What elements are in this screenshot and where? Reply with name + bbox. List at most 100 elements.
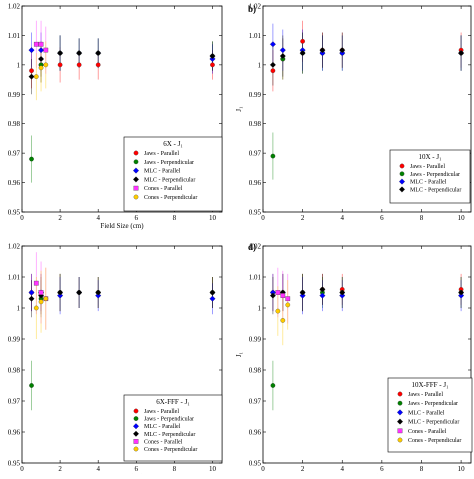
y-tick-label: 0.98 <box>8 367 21 375</box>
y-tick-label: 1.02 <box>8 3 21 11</box>
x-tick-label: 0 <box>20 465 24 473</box>
legend-label: Cones - Perpendicular <box>408 438 461 444</box>
legend-label: MLC - Perpendicular <box>408 420 459 426</box>
x-tick-label: 0 <box>20 214 24 222</box>
legend-label: Jaws - Perpendicular <box>410 172 460 178</box>
data-point <box>29 68 34 74</box>
legend-label: Jaws - Parallel <box>410 164 445 170</box>
x-tick-label: 2 <box>301 465 305 473</box>
data-point <box>270 153 276 159</box>
legend-title: 6X - J₁ <box>163 140 183 148</box>
data-point <box>95 292 102 299</box>
data-point <box>339 289 346 296</box>
x-tick-label: 6 <box>380 214 384 222</box>
x-tick-label: 10 <box>458 214 466 222</box>
data-point <box>38 290 44 295</box>
x-tick-label: 0 <box>261 465 265 473</box>
data-point <box>28 289 35 296</box>
data-point <box>28 47 35 54</box>
data-point <box>270 383 276 388</box>
data-point <box>280 293 286 298</box>
y-tick-label: 0.99 <box>249 91 262 99</box>
data-point <box>339 47 346 54</box>
data-point <box>299 50 306 57</box>
legend-label: Jaws - Perpendicular <box>144 160 194 166</box>
legend-label: MLC - Perpendicular <box>144 177 195 183</box>
data-point <box>209 295 216 302</box>
data-point <box>38 47 45 54</box>
data-point <box>319 286 326 293</box>
y-tick-label: 1.01 <box>249 32 262 40</box>
x-tick-label: 8 <box>173 214 177 222</box>
data-point <box>209 53 216 60</box>
data-point <box>458 289 465 296</box>
legend-label: Jaws - Parallel <box>144 409 179 415</box>
plot-frame <box>21 245 223 464</box>
x-tick-label: 6 <box>135 214 139 222</box>
legend-marker <box>132 430 140 437</box>
x-tick-label: 4 <box>96 214 100 222</box>
data-point <box>76 62 82 68</box>
legend-label: Cones - Parallel <box>144 439 183 445</box>
x-tick-label: 8 <box>420 214 424 222</box>
x-tick-label: 10 <box>209 465 217 473</box>
legend-marker <box>133 159 139 165</box>
y-axis-label: J₁ <box>235 106 243 111</box>
legend-marker <box>399 171 405 177</box>
legend-marker <box>397 428 403 434</box>
data-point <box>95 289 102 296</box>
data-point <box>299 292 306 299</box>
x-tick-label: 8 <box>420 465 424 473</box>
y-tick-label: 0.99 <box>8 336 21 344</box>
legend-label: Jaws - Perpendicular <box>144 417 194 423</box>
legend-marker <box>398 178 406 185</box>
legend-marker <box>396 409 404 416</box>
legend-marker <box>133 408 139 414</box>
x-tick-label: 4 <box>96 465 100 473</box>
x-axis-label: Field Size (cm) <box>100 222 144 230</box>
legend-label: MLC - Perpendicular <box>410 187 461 193</box>
y-tick-label: 1.01 <box>249 274 262 282</box>
panel-letter: d) <box>248 242 256 252</box>
legend-title: 10X-FFF - J₁ <box>411 381 448 389</box>
legend-box <box>123 394 223 462</box>
y-tick-label: 0.97 <box>8 398 21 406</box>
legend-marker <box>132 167 140 174</box>
legend-label: MLC - Perpendicular <box>144 432 195 438</box>
data-point <box>280 318 286 323</box>
legend-label: Cones - Perpendicular <box>144 447 197 453</box>
legend-label: Cones - Parallel <box>144 186 183 192</box>
data-point <box>275 308 281 314</box>
data-point <box>29 156 34 162</box>
data-point <box>319 47 326 54</box>
legend-label: MLC - Parallel <box>408 410 445 416</box>
data-point <box>458 292 465 299</box>
x-tick-label: 2 <box>58 214 62 222</box>
y-tick-label: 0.97 <box>249 150 262 158</box>
legend-label: Jaws - Parallel <box>408 392 443 398</box>
plot-frame <box>262 245 472 464</box>
legend-title: 10X - J₁ <box>418 153 441 161</box>
x-tick-label: 10 <box>209 214 217 222</box>
legend-marker <box>397 437 403 443</box>
x-tick-label: 2 <box>58 465 62 473</box>
x-tick-label: 6 <box>380 465 384 473</box>
data-point <box>269 61 276 68</box>
y-tick-label: 0.98 <box>8 120 21 128</box>
y-tick-label: 0.96 <box>249 179 262 187</box>
x-tick-label: 0 <box>261 214 265 222</box>
data-point <box>279 53 286 60</box>
legend-marker <box>399 163 405 169</box>
y-tick-label: 1.02 <box>249 243 262 251</box>
legend-marker <box>396 418 404 425</box>
y-tick-label: 0.95 <box>249 209 262 217</box>
data-point <box>95 62 101 68</box>
y-tick-label: 0.97 <box>8 150 21 158</box>
data-point <box>270 68 276 74</box>
data-point <box>43 296 49 302</box>
x-tick-label: 2 <box>301 214 305 222</box>
legend-label: MLC - Parallel <box>144 169 181 175</box>
legend-marker <box>133 185 139 191</box>
y-axis-label: J₁ <box>235 352 243 357</box>
